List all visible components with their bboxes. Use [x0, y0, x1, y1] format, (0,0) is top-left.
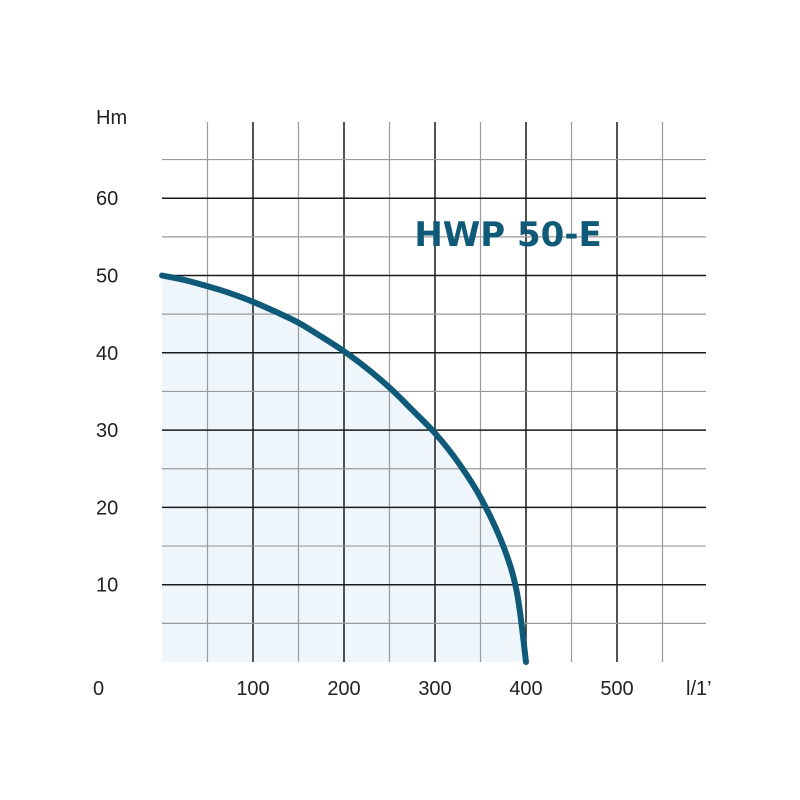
x-tick-label: 300 [418, 678, 451, 700]
y-tick-label: 60 [96, 188, 118, 210]
x-tick-label: 400 [509, 678, 542, 700]
y-axis-label: Hm [96, 107, 127, 129]
y-tick-label: 30 [96, 420, 118, 442]
y-tick-label: 40 [96, 343, 118, 365]
y-tick-label: 10 [96, 575, 118, 597]
chart-title: HWP 50-E [414, 215, 601, 255]
y-tick-label: 50 [96, 266, 118, 288]
x-tick-label: 500 [600, 678, 633, 700]
x-tick-label: 100 [236, 678, 269, 700]
pump-curve-line [159, 272, 529, 665]
x-axis-label: l/1’ [686, 678, 712, 700]
y-tick-label: 20 [96, 497, 118, 519]
x-tick-label: 200 [327, 678, 360, 700]
origin-label: 0 [93, 678, 104, 700]
grid [162, 122, 706, 662]
